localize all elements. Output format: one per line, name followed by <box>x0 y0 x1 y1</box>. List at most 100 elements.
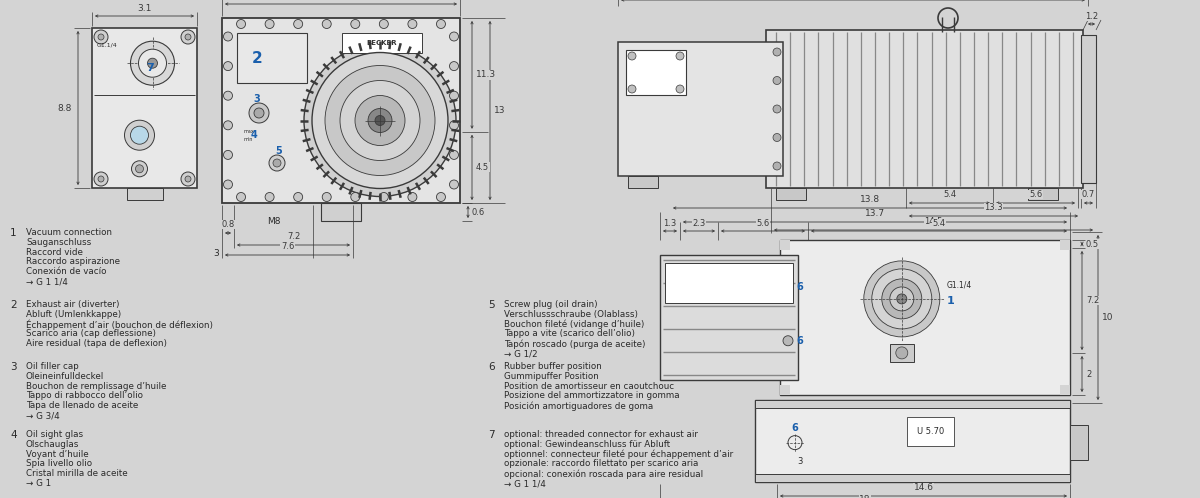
Circle shape <box>312 52 448 189</box>
Text: Raccordo aspirazione: Raccordo aspirazione <box>26 257 120 266</box>
Bar <box>342 33 422 53</box>
Circle shape <box>98 176 104 182</box>
Text: 13.3: 13.3 <box>984 203 1003 212</box>
Text: 0.6: 0.6 <box>472 208 485 217</box>
Text: 14.6: 14.6 <box>913 483 934 492</box>
Text: optional: Gewindeanschluss für Abluft: optional: Gewindeanschluss für Abluft <box>504 440 670 449</box>
Text: Posición amortiguadores de goma: Posición amortiguadores de goma <box>504 401 653 411</box>
Text: 14.5: 14.5 <box>924 217 943 226</box>
Text: 1.2: 1.2 <box>1085 12 1098 21</box>
Circle shape <box>148 58 157 68</box>
Text: 3: 3 <box>10 362 17 372</box>
Text: 5.6: 5.6 <box>1028 190 1042 199</box>
Text: 0.5: 0.5 <box>1086 240 1099 249</box>
Text: Rubber buffer position: Rubber buffer position <box>504 362 601 371</box>
Text: 1.3: 1.3 <box>664 219 677 228</box>
Text: Oil filler cap: Oil filler cap <box>26 362 79 371</box>
Text: Olschauglas: Olschauglas <box>26 440 79 449</box>
Circle shape <box>304 44 456 197</box>
Text: G1.1/4: G1.1/4 <box>97 43 118 48</box>
Circle shape <box>450 121 458 130</box>
Text: 6: 6 <box>797 281 803 291</box>
Bar <box>766 30 1084 188</box>
Circle shape <box>223 180 233 189</box>
Circle shape <box>236 19 246 28</box>
Circle shape <box>450 150 458 159</box>
Text: 5: 5 <box>276 146 282 156</box>
Circle shape <box>265 19 274 28</box>
Circle shape <box>864 261 940 337</box>
Circle shape <box>784 281 793 291</box>
Text: 2: 2 <box>10 300 17 310</box>
Text: Tappo di rabbocco dell’olio: Tappo di rabbocco dell’olio <box>26 391 143 400</box>
Circle shape <box>223 62 233 71</box>
Bar <box>1060 240 1070 250</box>
Circle shape <box>628 52 636 60</box>
Circle shape <box>181 172 194 186</box>
Circle shape <box>185 34 191 40</box>
Circle shape <box>408 193 416 202</box>
Text: Position de amortisseur en caoutchouc: Position de amortisseur en caoutchouc <box>504 381 674 390</box>
Circle shape <box>138 49 167 77</box>
Text: Screw plug (oil drain): Screw plug (oil drain) <box>504 300 598 309</box>
Circle shape <box>94 30 108 44</box>
Circle shape <box>784 336 793 346</box>
Text: Tapón roscado (purga de aceite): Tapón roscado (purga de aceite) <box>504 339 646 349</box>
Text: 3: 3 <box>214 249 218 257</box>
Text: → G 1: → G 1 <box>26 479 52 488</box>
Circle shape <box>294 193 302 202</box>
Circle shape <box>379 19 389 28</box>
Text: 15: 15 <box>335 0 347 1</box>
Text: Bouchon fileté (vidange d’huile): Bouchon fileté (vidange d’huile) <box>504 320 644 329</box>
Text: optionnel: connecteur fileté pour échappement d’air: optionnel: connecteur fileté pour échapp… <box>504 450 733 459</box>
Circle shape <box>437 193 445 202</box>
Circle shape <box>628 85 636 93</box>
Circle shape <box>374 116 385 125</box>
Circle shape <box>94 172 108 186</box>
Text: 2.3: 2.3 <box>692 219 706 228</box>
Circle shape <box>340 81 420 160</box>
Text: → G 1 1/4: → G 1 1/4 <box>26 277 68 286</box>
Circle shape <box>437 19 445 28</box>
Text: 13.7: 13.7 <box>865 209 886 218</box>
Circle shape <box>355 96 406 145</box>
Circle shape <box>223 150 233 159</box>
Circle shape <box>131 126 149 144</box>
Text: Verschlussschraube (Olablass): Verschlussschraube (Olablass) <box>504 310 638 319</box>
Circle shape <box>773 77 781 85</box>
Circle shape <box>450 91 458 100</box>
Bar <box>660 255 798 380</box>
Circle shape <box>773 162 781 170</box>
Bar <box>222 18 460 203</box>
Bar <box>238 33 307 83</box>
Text: 7: 7 <box>488 430 494 440</box>
Text: 18: 18 <box>859 495 871 498</box>
Text: Oleineinfulldeckel: Oleineinfulldeckel <box>26 372 104 381</box>
Text: 3: 3 <box>797 457 803 466</box>
Text: 5.4: 5.4 <box>932 219 946 228</box>
Circle shape <box>125 120 155 150</box>
Text: optional: threaded connector for exhaust air: optional: threaded connector for exhaust… <box>504 430 698 439</box>
Text: Spia livello olio: Spia livello olio <box>26 459 92 469</box>
Text: 13.8: 13.8 <box>860 195 880 204</box>
Bar <box>780 240 790 250</box>
Bar <box>755 474 1070 482</box>
Text: Gummipuffer Position: Gummipuffer Position <box>504 372 599 381</box>
Circle shape <box>773 48 781 56</box>
Text: BECKER: BECKER <box>367 40 397 46</box>
Circle shape <box>98 34 104 40</box>
Text: 5: 5 <box>488 300 494 310</box>
Bar <box>92 28 197 188</box>
Bar <box>1060 385 1070 395</box>
Text: 6: 6 <box>488 362 494 372</box>
Bar <box>618 42 784 176</box>
Bar <box>890 344 914 362</box>
Text: 11.3: 11.3 <box>476 70 496 79</box>
Text: Tapa de llenado de aceite: Tapa de llenado de aceite <box>26 401 138 410</box>
Circle shape <box>250 103 269 123</box>
Text: 6: 6 <box>792 423 798 433</box>
Text: 0.8: 0.8 <box>221 220 235 229</box>
Text: opzionale: raccordo filettato per scarico aria: opzionale: raccordo filettato per scaric… <box>504 459 698 469</box>
Bar <box>1070 425 1088 460</box>
Circle shape <box>223 91 233 100</box>
